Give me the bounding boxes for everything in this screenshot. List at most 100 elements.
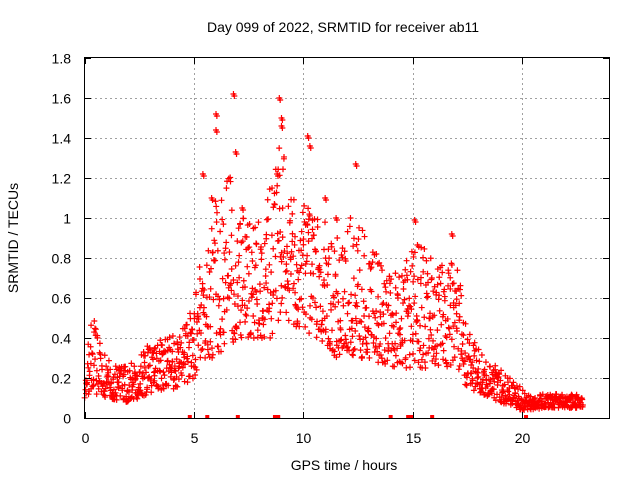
- data-point: [170, 377, 177, 384]
- data-point: [324, 271, 331, 278]
- data-point: [298, 262, 305, 269]
- data-point: [389, 312, 396, 319]
- data-point: [279, 294, 286, 301]
- data-point: [186, 339, 193, 346]
- data-point: [566, 397, 573, 404]
- data-point: [85, 364, 92, 371]
- data-point: [189, 375, 196, 382]
- data-point: [300, 241, 307, 248]
- data-point: [290, 285, 297, 292]
- data-point: [318, 321, 325, 328]
- data-point: [392, 340, 399, 347]
- data-point: [266, 261, 273, 268]
- data-point: [355, 281, 362, 288]
- data-point: [496, 371, 503, 378]
- data-point: [384, 307, 391, 314]
- data-point: [258, 250, 265, 257]
- data-point: [254, 327, 261, 334]
- data-point: [394, 292, 401, 299]
- data-point: [290, 253, 297, 260]
- data-point: [412, 293, 419, 300]
- data-point: [337, 317, 344, 324]
- data-point: [112, 363, 119, 370]
- data-point: [433, 289, 440, 296]
- data-point: [306, 330, 313, 337]
- y-tick-label: 0: [63, 411, 71, 427]
- data-point: [305, 205, 312, 212]
- data-point: [307, 302, 314, 309]
- y-tick-label: 0.6: [52, 291, 72, 307]
- data-point: [176, 334, 183, 341]
- data-point: [255, 219, 262, 226]
- data-point: [137, 387, 144, 394]
- data-point: [470, 387, 477, 394]
- data-point: [348, 291, 355, 298]
- data-point: [234, 293, 241, 300]
- data-point: [382, 284, 389, 291]
- data-point: [228, 287, 235, 294]
- data-point: [263, 231, 270, 238]
- data-point: [382, 335, 389, 342]
- data-point-peak: [213, 129, 220, 135]
- data-point: [494, 391, 501, 398]
- data-point: [95, 385, 102, 392]
- data-point: [461, 358, 468, 365]
- data-point: [440, 347, 447, 354]
- data-point: [107, 366, 114, 373]
- gap-marker: [235, 415, 240, 419]
- data-point: [512, 389, 519, 396]
- data-point: [470, 342, 477, 349]
- data-point: [460, 332, 467, 339]
- data-point: [304, 221, 311, 228]
- data-point: [423, 257, 430, 264]
- data-point: [444, 315, 451, 322]
- data-point: [359, 227, 366, 234]
- data-point: [380, 320, 387, 327]
- data-point: [337, 337, 344, 344]
- data-point: [469, 359, 476, 366]
- data-point: [264, 196, 271, 203]
- data-point-peak: [213, 113, 220, 119]
- data-point-peak: [231, 93, 238, 99]
- data-point: [331, 294, 338, 301]
- data-point: [93, 367, 100, 374]
- data-point: [228, 266, 235, 273]
- data-point: [430, 288, 437, 295]
- data-point: [140, 370, 147, 377]
- data-point: [319, 337, 326, 344]
- data-point: [287, 217, 294, 224]
- data-point: [379, 267, 386, 274]
- data-point: [126, 382, 133, 389]
- data-point: [387, 289, 394, 296]
- data-point: [237, 319, 244, 326]
- data-point: [213, 219, 220, 226]
- data-point: [158, 375, 165, 382]
- data-point: [434, 342, 441, 349]
- data-point: [309, 235, 316, 242]
- data-point: [363, 304, 370, 311]
- data-point: [274, 182, 281, 189]
- data-point: [394, 345, 401, 352]
- data-point: [212, 198, 219, 205]
- data-point: [91, 318, 98, 325]
- data-point: [334, 234, 341, 241]
- data-point: [350, 275, 357, 282]
- data-point: [411, 300, 418, 307]
- y-tick-label: 0.4: [52, 331, 72, 347]
- data-point: [476, 358, 483, 365]
- data-point: [269, 330, 276, 337]
- data-point-peak: [412, 219, 419, 225]
- data-point: [317, 303, 324, 310]
- data-point: [225, 284, 232, 291]
- data-point: [240, 277, 247, 284]
- data-point: [297, 237, 304, 244]
- data-point: [250, 313, 257, 320]
- data-point: [279, 166, 286, 173]
- data-point: [157, 337, 164, 344]
- data-point: [452, 302, 459, 309]
- data-point: [160, 369, 167, 376]
- data-point: [281, 153, 288, 160]
- data-point: [392, 284, 399, 291]
- data-point: [438, 262, 445, 269]
- data-point: [384, 357, 391, 364]
